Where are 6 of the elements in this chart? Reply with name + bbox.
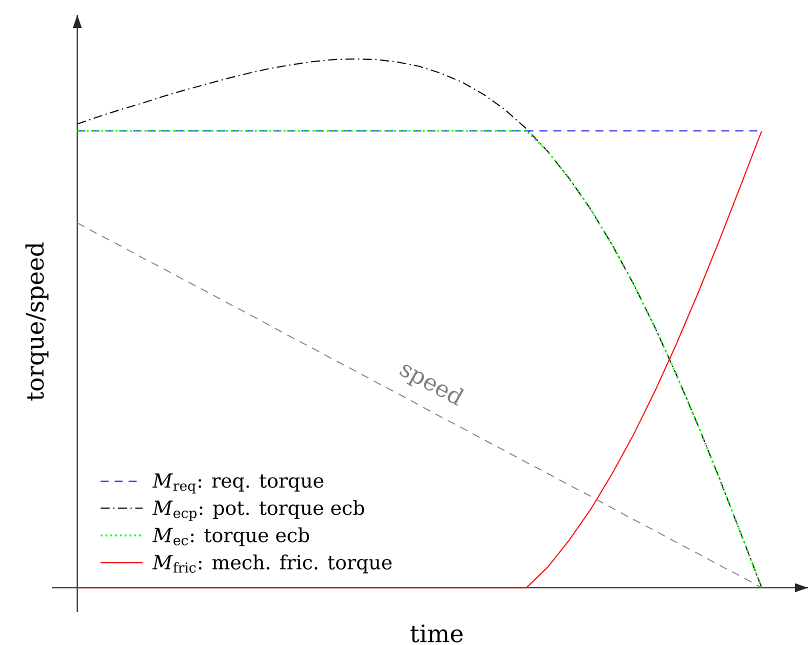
legend-label: M$_{req}$: req. torque [152,473,324,494]
x-axis-title: time [410,624,463,642]
y-axis-title: torque/speed [25,242,48,401]
legend-label: M$_{fric}$: mech. fric. torque [152,554,392,574]
legend-label: M$_{ec}$: torque ecb [152,527,310,546]
legend-label: M$_{ecp}$: pot. torque ecb [152,500,364,521]
